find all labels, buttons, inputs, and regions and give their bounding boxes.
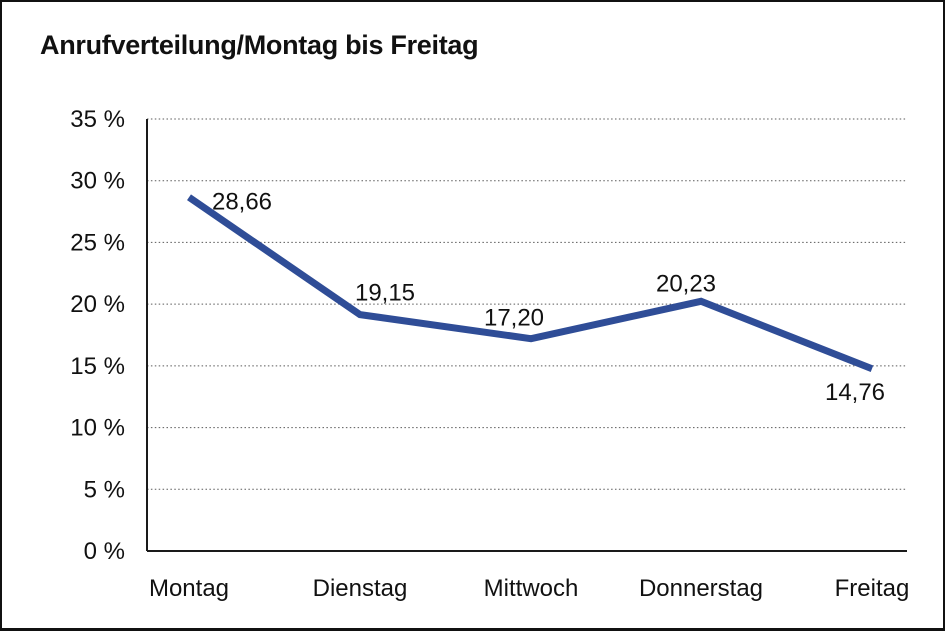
data-label: 28,66	[212, 188, 272, 215]
data-label: 19,15	[355, 280, 415, 307]
y-tick-label: 30 %	[70, 168, 125, 195]
data-label: 17,20	[484, 305, 544, 332]
y-tick-label: 25 %	[70, 229, 125, 256]
y-tick-label: 10 %	[70, 415, 125, 442]
x-category-label: Montag	[149, 575, 229, 602]
y-tick-label: 15 %	[70, 353, 125, 380]
y-tick-label: 20 %	[70, 291, 125, 318]
x-category-label: Mittwoch	[484, 575, 579, 602]
data-label: 14,76	[825, 379, 885, 406]
chart-title: Anrufverteilung/Montag bis Freitag	[40, 30, 479, 60]
series-line	[187, 194, 874, 373]
y-tick-label: 5 %	[84, 476, 125, 503]
x-category-label: Dienstag	[313, 575, 408, 602]
x-category-label: Donnerstag	[639, 575, 763, 602]
y-tick-label: 0 %	[84, 538, 125, 565]
x-category-label: Freitag	[835, 575, 910, 602]
data-label: 20,23	[656, 270, 716, 297]
y-tick-label: 35 %	[70, 106, 125, 133]
